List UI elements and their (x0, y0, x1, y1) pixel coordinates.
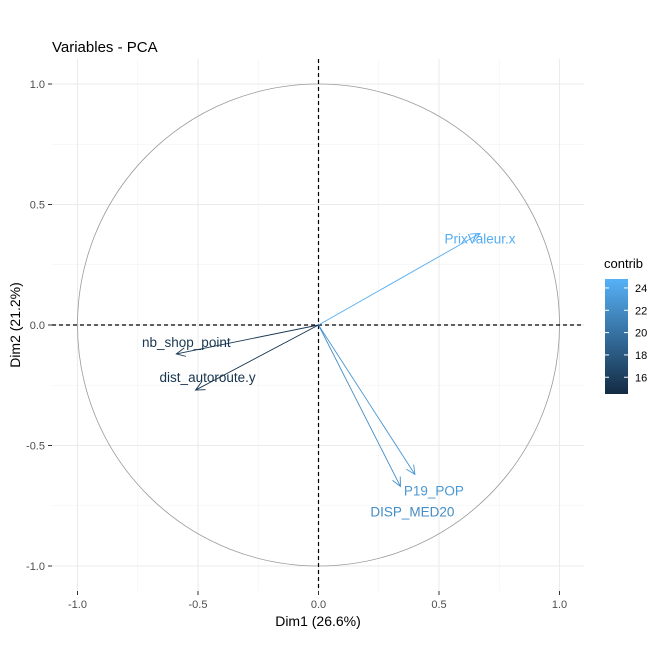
arrow-head (194, 381, 206, 391)
x-tick-label: 0.0 (311, 599, 326, 611)
arrow-layer (175, 232, 481, 488)
arrow-shaft (318, 324, 401, 487)
variable-arrow (175, 324, 319, 357)
y-tick-label: 0.5 (30, 200, 45, 212)
legend-tick-label: 16 (635, 372, 647, 384)
variable-arrow (318, 232, 481, 326)
arrow-head (392, 476, 401, 488)
y-axis-ticks: -1.0 -0.5 0.0 0.5 1.0 (26, 79, 52, 573)
legend-tick-label: 18 (635, 350, 647, 362)
y-tick-label: -0.5 (26, 441, 45, 453)
legend-ticks: 16 18 20 22 24 (605, 283, 647, 384)
legend-tick-label: 22 (635, 305, 647, 317)
legend: contrib 16 18 20 22 24 (604, 256, 647, 394)
arrow-head (175, 347, 187, 357)
x-tick-label: 0.5 (431, 599, 446, 611)
y-axis-label: Dim2 (21.2%) (7, 282, 23, 368)
variable-label: P19_POP (404, 483, 464, 498)
x-axis-ticks: -1.0 -0.5 0.0 0.5 1.0 (68, 591, 567, 611)
variable-label: DISP_MED20 (370, 504, 454, 519)
variable-label: dist_autoroute.y (160, 370, 256, 385)
arrow-head (406, 464, 416, 476)
chart-title: Variables - PCA (52, 39, 158, 56)
variable-arrow (318, 324, 401, 488)
legend-tick-label: 24 (635, 283, 647, 295)
variable-arrow (194, 324, 319, 391)
arrow-shaft (176, 324, 319, 355)
y-tick-label: 1.0 (30, 79, 45, 91)
y-tick-label: 0.0 (30, 320, 45, 332)
legend-colorbar (605, 279, 628, 394)
arrow-shaft (195, 324, 319, 391)
plot-area: PrixValeur.x P19_POP DISP_MED20 nb_shop_poi… (52, 59, 584, 591)
label-layer: PrixValeur.x P19_POP DISP_MED20 nb_shop_poi… (142, 231, 516, 519)
legend-tick-label: 20 (635, 328, 647, 340)
arrow-head (469, 232, 481, 242)
variable-label: nb_shop_point (142, 335, 231, 350)
arrow-shaft (318, 324, 416, 475)
x-tick-label: -1.0 (68, 599, 87, 611)
x-tick-label: -0.5 (189, 599, 208, 611)
variable-arrow (318, 324, 416, 476)
x-axis-label: Dim1 (26.6%) (275, 613, 361, 629)
y-tick-label: -1.0 (26, 561, 45, 573)
x-tick-label: 1.0 (552, 599, 567, 611)
legend-title: contrib (604, 256, 643, 271)
variable-label: PrixValeur.x (444, 231, 515, 246)
arrow-shaft (318, 233, 481, 326)
